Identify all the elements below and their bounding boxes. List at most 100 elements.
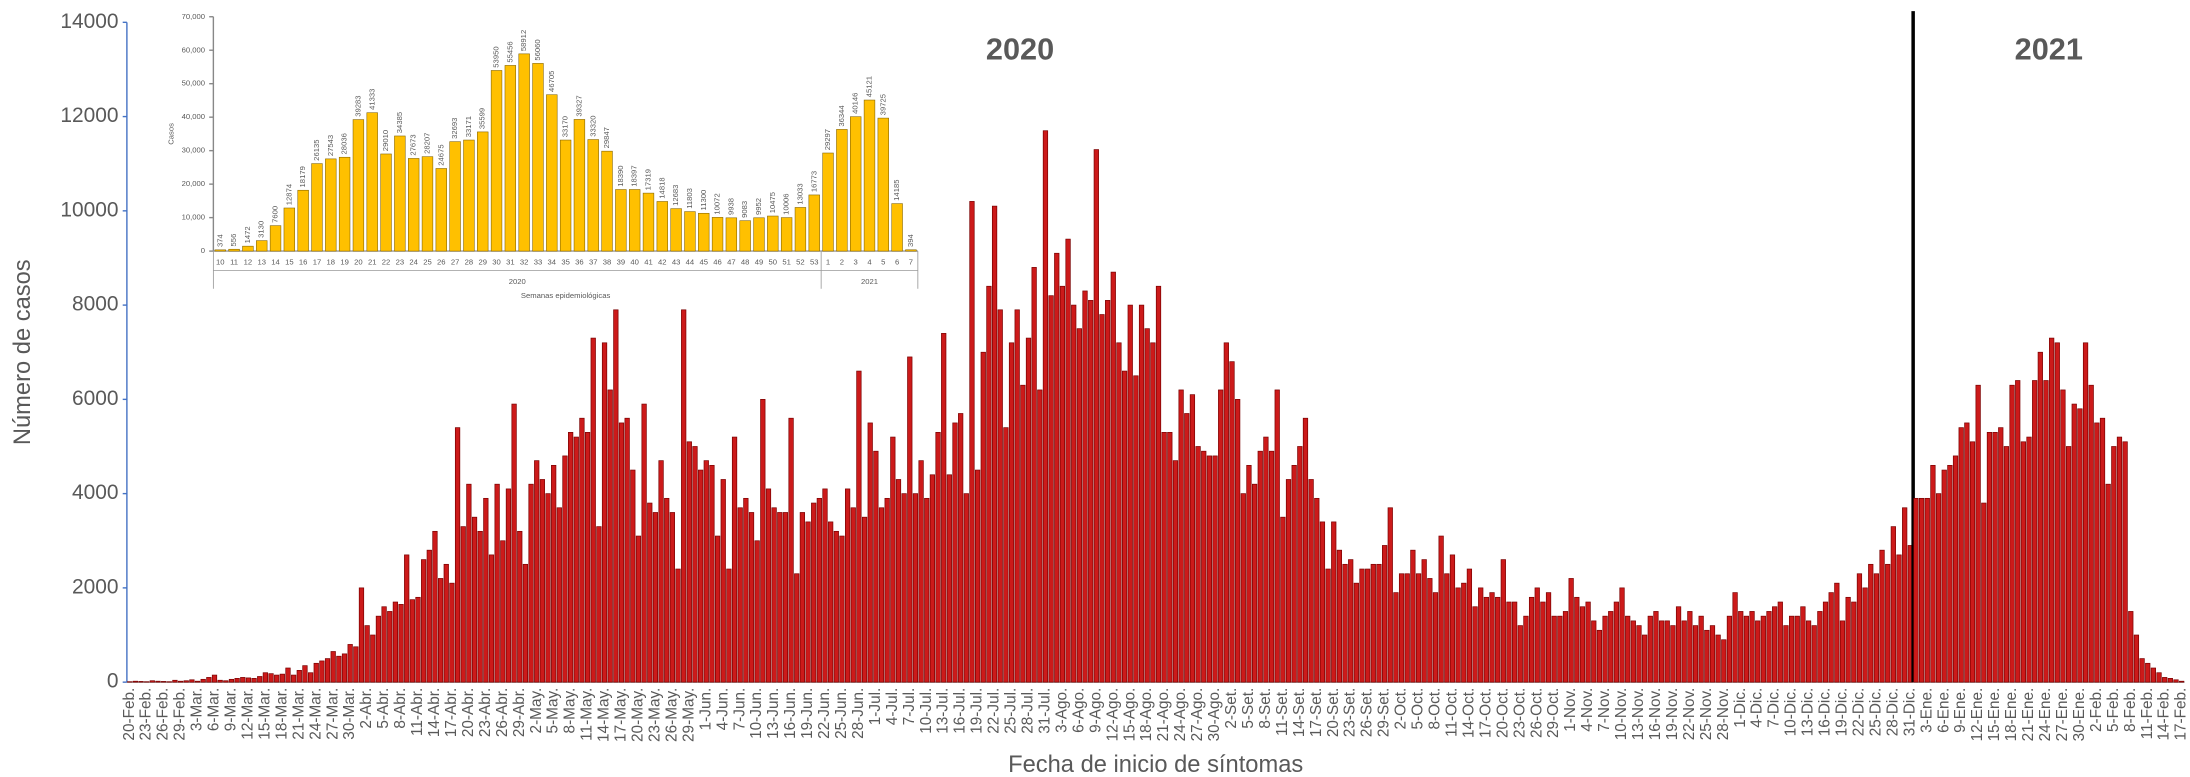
bar: [1472, 606, 1478, 683]
bar: [366, 112, 378, 252]
bar: [1947, 464, 1953, 683]
bar: [726, 568, 732, 683]
x-tick-label: 23-Oct.: [1511, 688, 1528, 738]
bar: [1743, 615, 1749, 683]
x-tick-label: 31-Dic.: [1901, 688, 1918, 737]
bar: [587, 139, 599, 252]
bar: [828, 521, 834, 683]
bar: [692, 446, 698, 683]
bar: [2162, 677, 2168, 683]
bar: [1528, 596, 1535, 683]
x-tick-label: 50: [769, 257, 778, 266]
x-tick-label: 10: [216, 257, 225, 266]
bar: [924, 497, 930, 683]
bar: [698, 469, 704, 683]
x-tick-label: 19-Jul.: [969, 688, 986, 734]
value-label: 13033: [795, 183, 804, 204]
x-tick-label: 7-Dic.: [1766, 688, 1783, 728]
x-tick-label: 26-Abr.: [494, 688, 511, 737]
bar: [1088, 300, 1094, 683]
bar: [748, 512, 755, 683]
bar: [1664, 620, 1670, 683]
value-label: 34385: [395, 112, 404, 133]
x-tick-label: 29-Abr.: [511, 688, 528, 737]
bar: [454, 427, 461, 683]
x-tick-label: 31: [506, 257, 515, 266]
bar: [867, 422, 873, 683]
x-tick-label: 11: [230, 257, 238, 266]
bar: [1698, 615, 1704, 683]
bar: [409, 599, 415, 683]
bar: [1246, 464, 1252, 683]
bar: [1025, 337, 1032, 683]
bar: [477, 131, 489, 252]
bar: [1557, 615, 1563, 683]
bar: [2088, 384, 2094, 683]
x-tick-label: 9-Mar.: [223, 688, 240, 731]
bar: [767, 215, 779, 252]
bar: [686, 441, 692, 683]
bar: [850, 507, 856, 683]
bar: [709, 464, 715, 683]
bar: [615, 189, 627, 252]
bar: [307, 672, 314, 683]
value-label: 45121: [865, 76, 874, 97]
bar: [1415, 573, 1422, 683]
x-tick-label: 31-Jul.: [1037, 688, 1054, 734]
bar: [319, 660, 325, 683]
x-tick-label: 5-Abr.: [375, 688, 392, 729]
x-tick-label: 7-Jun.: [731, 688, 748, 731]
bar: [2003, 446, 2010, 683]
bar: [494, 483, 500, 683]
bar: [1071, 304, 1077, 683]
x-tick-label: 2-May.: [528, 688, 545, 734]
bar: [296, 670, 302, 683]
bar: [1308, 479, 1314, 683]
bar: [584, 432, 591, 683]
x-tick-label: 44: [686, 257, 695, 266]
x-tick-label: 11-Oct.: [1443, 688, 1460, 737]
x-tick-label: 30-Ene.: [2071, 688, 2088, 742]
bar: [149, 680, 155, 683]
x-tick-label: 11-Feb.: [2139, 688, 2156, 740]
x-tick-label: 12: [244, 257, 253, 266]
value-label: 11803: [685, 188, 694, 209]
bar: [1879, 549, 1885, 683]
bar: [675, 568, 681, 683]
bar: [1223, 342, 1229, 683]
bar: [2128, 611, 2134, 683]
bar: [1517, 625, 1523, 683]
bar: [1031, 267, 1037, 683]
bar: [1054, 252, 1060, 683]
bar: [1986, 432, 1993, 683]
value-label: 12683: [671, 185, 680, 206]
bar: [504, 65, 517, 252]
bar: [1336, 549, 1343, 683]
x-tick-label: 5-Oct.: [1410, 688, 1427, 730]
bar: [353, 646, 359, 683]
value-label: 41333: [367, 89, 376, 110]
value-label: 17319: [644, 169, 653, 190]
x-tick-label: 25-Jul.: [1003, 688, 1020, 734]
bar: [980, 351, 986, 683]
bar: [240, 677, 246, 683]
x-tick-label: 28: [465, 257, 474, 266]
bar: [822, 152, 834, 252]
bar: [2032, 380, 2038, 683]
bar: [257, 676, 263, 683]
x-tick-label: 39: [617, 257, 626, 266]
bar: [302, 665, 308, 683]
value-label: 35599: [478, 108, 487, 129]
bar: [703, 460, 709, 683]
bar: [1319, 521, 1326, 683]
bar: [1387, 507, 1393, 683]
x-tick-label: 43: [672, 257, 681, 266]
value-label: 27673: [409, 134, 418, 155]
bar: [2179, 680, 2185, 683]
bar: [890, 436, 896, 683]
bar: [958, 413, 964, 683]
bar: [805, 521, 811, 683]
bar: [1811, 625, 1817, 683]
bar: [1274, 389, 1280, 683]
bar: [1885, 563, 1891, 683]
